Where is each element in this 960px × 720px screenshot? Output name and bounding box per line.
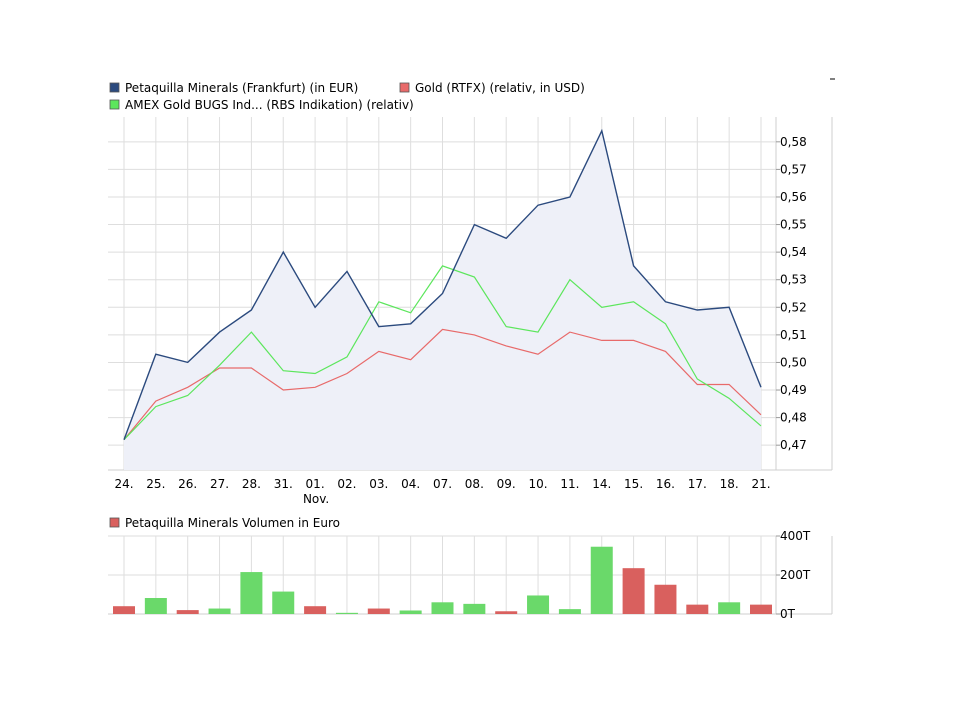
- volume-bar: [240, 572, 263, 614]
- y-tick-label: 0,50: [780, 355, 807, 369]
- y-tick-label: 0,52: [780, 300, 807, 314]
- x-tick-label: 09.: [497, 477, 516, 491]
- y-tick-label: 0,48: [780, 411, 807, 425]
- x-tick-label: 07.: [433, 477, 452, 491]
- x-month-label: Nov.: [303, 492, 329, 506]
- volume-bar: [399, 610, 422, 614]
- y-tick-label: 0,47: [780, 438, 807, 452]
- main-x-axis: 24. 25. 26. 27. 28. 31. 01. 02. 03. 04. 07. 08. 09. 1…: [114, 477, 770, 506]
- y-tick-label: 0,51: [780, 328, 807, 342]
- series-area-petaquilla: [124, 130, 761, 470]
- x-tick-label: 14.: [592, 477, 611, 491]
- main-chart-area-fill: [124, 130, 761, 470]
- x-tick-label: 17.: [688, 477, 707, 491]
- x-tick-label: 08.: [465, 477, 484, 491]
- volume-bar: [495, 611, 518, 614]
- volume-bar: [622, 568, 645, 614]
- x-tick-label: 24.: [114, 477, 133, 491]
- legend-label-amex: AMEX Gold BUGS Ind... (RBS Indikation) (…: [125, 98, 414, 112]
- y-tick-label: 0,56: [780, 190, 807, 204]
- main-legend: Petaquilla Minerals (Frankfurt) (in EUR)…: [109, 81, 585, 112]
- volume-y-axis: 0T 200T 400T: [776, 529, 811, 621]
- volume-bar: [527, 595, 550, 614]
- legend-swatch-volume: [109, 517, 120, 528]
- volume-bar: [686, 604, 709, 614]
- x-tick-label: 03.: [369, 477, 388, 491]
- volume-bar: [590, 546, 613, 614]
- volume-y-tick-label: 400T: [780, 529, 811, 543]
- volume-bar: [463, 603, 486, 614]
- volume-y-tick-label: 0T: [780, 607, 796, 621]
- volume-bar: [750, 604, 772, 614]
- volume-bar: [113, 606, 135, 614]
- x-tick-label: 10.: [529, 477, 548, 491]
- legend-label-volume: Petaquilla Minerals Volumen in Euro: [125, 516, 340, 530]
- volume-bar: [718, 602, 741, 614]
- x-tick-label: 04.: [401, 477, 420, 491]
- x-tick-label: 18.: [720, 477, 739, 491]
- volume-bar: [367, 608, 390, 614]
- legend-label-petaquilla: Petaquilla Minerals (Frankfurt) (in EUR): [125, 81, 358, 95]
- main-y-axis: 0,47 0,48 0,49 0,50 0,51 0,52 0,53 0,54 0,55 0,56…: [776, 135, 807, 452]
- x-tick-label: 28.: [242, 477, 261, 491]
- volume-bar: [335, 612, 358, 614]
- y-tick-label: 0,54: [780, 245, 807, 259]
- x-tick-label: 27.: [210, 477, 229, 491]
- volume-bar: [144, 598, 167, 614]
- x-tick-label: 02.: [337, 477, 356, 491]
- legend-swatch-amex: [109, 99, 120, 110]
- x-tick-label: 11.: [560, 477, 579, 491]
- x-tick-label: 01.: [306, 477, 325, 491]
- volume-bar: [558, 609, 581, 614]
- x-tick-label: 21.: [751, 477, 770, 491]
- series-line-gold: [123, 328, 762, 441]
- volume-bar: [654, 584, 677, 614]
- y-tick-label: 0,58: [780, 135, 807, 149]
- volume-bar: [208, 608, 231, 614]
- series-line-petaquilla: [123, 128, 762, 440]
- y-tick-label: 0,49: [780, 383, 807, 397]
- legend-swatch-gold: [399, 82, 410, 93]
- volume-bar: [272, 591, 295, 614]
- x-tick-label: 26.: [178, 477, 197, 491]
- x-tick-label: 31.: [274, 477, 293, 491]
- x-tick-label: 16.: [656, 477, 675, 491]
- series-line-amex: [123, 265, 762, 441]
- legend-swatch-petaquilla: [109, 82, 120, 93]
- x-tick-label: 25.: [146, 477, 165, 491]
- x-tick-label: 15.: [624, 477, 643, 491]
- volume-y-tick-label: 200T: [780, 568, 811, 582]
- y-tick-label: 0,53: [780, 273, 807, 287]
- volume-bar: [304, 606, 327, 614]
- y-tick-label: 0,55: [780, 218, 807, 232]
- y-tick-label: 0,57: [780, 162, 807, 176]
- volume-bar: [431, 602, 454, 614]
- volume-chart-bars: [113, 546, 772, 614]
- legend-label-gold: Gold (RTFX) (relativ, in USD): [415, 81, 585, 95]
- volume-bar: [176, 610, 199, 614]
- volume-legend: Petaquilla Minerals Volumen in Euro: [109, 516, 340, 530]
- main-chart-lines: [123, 128, 762, 441]
